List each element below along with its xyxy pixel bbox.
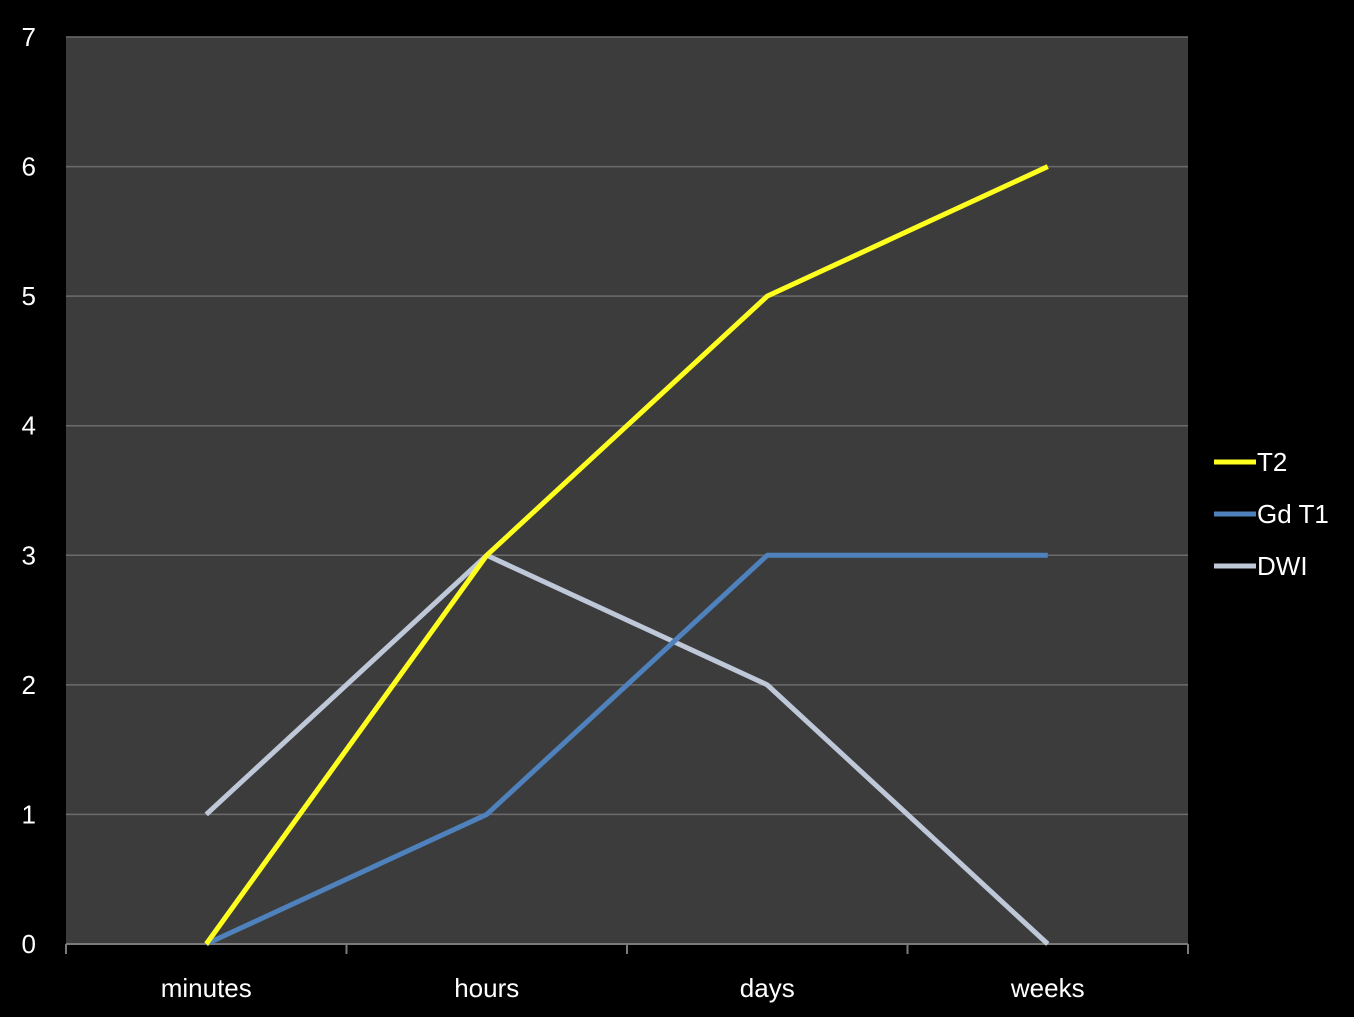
y-tick-label: 6 — [22, 152, 36, 182]
legend-label-t2: T2 — [1257, 447, 1287, 477]
y-tick-label: 5 — [22, 281, 36, 311]
x-tick-label: minutes — [161, 973, 252, 1003]
y-tick-label: 2 — [22, 670, 36, 700]
gridlines — [66, 36, 1188, 816]
y-tick-label: 0 — [22, 929, 36, 959]
legend-label-gd-t1: Gd T1 — [1257, 499, 1329, 529]
y-axis: 0 1 2 3 4 5 6 7 — [22, 22, 36, 959]
series-line-gd-t1 — [205, 552, 1048, 947]
plot-area — [66, 37, 1188, 944]
legend: T2 Gd T1 DWI — [1214, 447, 1329, 581]
series-lines — [204, 164, 1050, 947]
y-tick-label: 7 — [22, 22, 36, 52]
series-line-dwi — [204, 552, 1050, 946]
x-tick-label: days — [740, 973, 795, 1003]
legend-label-dwi: DWI — [1257, 551, 1308, 581]
x-axis: minutes hours days weeks — [65, 943, 1189, 1003]
y-tick-label: 1 — [22, 799, 36, 829]
x-tick-label: weeks — [1010, 973, 1085, 1003]
y-tick-label: 3 — [22, 540, 36, 570]
x-tick-label: hours — [454, 973, 519, 1003]
series-line-t2 — [204, 164, 1049, 946]
y-tick-label: 4 — [22, 411, 36, 441]
